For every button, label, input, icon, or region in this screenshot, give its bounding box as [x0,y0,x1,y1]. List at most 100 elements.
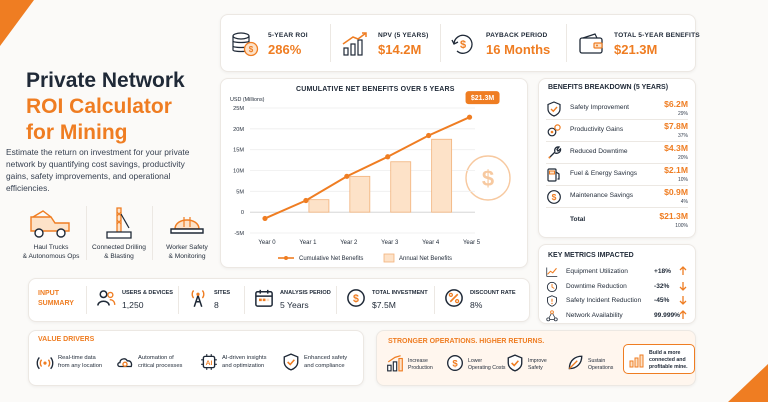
breakdown-value: $2.1M [664,165,688,175]
kpi-payback: $ PAYBACK PERIOD 16 Months [448,20,550,68]
annual-benefit-bar [431,138,453,213]
feature-sublabel: & Monitoring [168,253,206,260]
kpi-label: 5-YEAR ROI [268,31,308,39]
outcome-text: Increase Production [408,358,454,372]
svg-text:$: $ [452,358,458,369]
clock-icon [546,281,558,293]
cumulative-benefit-point [303,197,309,204]
breakdown-label: Productivity Gains [570,126,624,133]
breakdown-row: Safety Improvement $6.2M 29% [546,98,688,120]
profitable-mine-text: Build a more connected and profitable mi… [649,350,695,371]
kpi-label: TOTAL 5-YEAR BENEFITS [614,31,700,39]
breakdown-total-percent: 100% [675,223,688,229]
breakdown-percent: 20% [677,155,688,161]
metric-label: Equipment Utilization [566,268,628,275]
gear-cloud-icon [116,353,134,371]
metric-label: Network Availability [566,311,623,319]
cumulative-benefit-point [344,173,350,179]
fuel-pump-icon [546,167,562,183]
title-line-1: Private Network [26,69,185,92]
feature-connected-drilling: Connected Drilling & Blasting [84,205,154,261]
divider [244,286,245,314]
drilling-rig-icon [84,205,154,243]
benefits-breakdown-title: BENEFITS BREAKDOWN (5 YEARS) [548,84,669,91]
kpi-label: NPV (5 YEARS) [378,31,429,39]
annual-benefit-bar [349,175,371,213]
callout-line: profitable mine. [649,364,688,370]
divider [152,206,153,260]
key-metrics-title: KEY METRICS IMPACTED [548,252,634,259]
title-line-3: for Mining [26,121,128,144]
outcome-line: Lower [468,358,483,364]
trend-line-icon [546,266,558,278]
page-title: Private Network ROI Calculator for Minin… [26,68,216,146]
metric-row: Safety Incident Reduction -45% [546,294,688,308]
page-description: Estimate the return on investment for yo… [6,147,190,193]
breakdown-label: Fuel & Energy Savings [570,170,638,177]
callout-value: $21.3M [471,95,495,102]
input-label: ANALYSIS PERIOD [280,290,331,296]
breakdown-row: Reduced Downtime $4.3M 20% [546,142,688,164]
breakdown-total-label: Total [570,216,586,223]
benefits-breakdown-card [538,78,696,238]
annual-benefit-bar [390,161,412,213]
metric-value: -32% [654,282,670,290]
divider [546,163,688,164]
breakdown-label: Reduced Downtime [570,148,628,155]
y-tick-label: 5M [236,189,244,195]
input-value: 1,250 [122,300,144,310]
network-icon [546,309,558,322]
y-axis-label: USD (Millions) [230,97,265,103]
feature-sublabel: & Blasting [104,253,134,260]
feature-worker-safety: Worker Safety & Monitoring [152,205,222,261]
value-driver-line: and compliance [304,363,345,369]
signal-icon [36,353,54,371]
input-summary-title-line: INPUT [38,290,59,297]
value-drivers-title: VALUE DRIVERS [38,336,95,343]
kpi-value: 16 Months [486,41,551,57]
metric-row: Downtime Reduction -32% [546,280,688,294]
metric-value: 99.999% [654,311,681,319]
dollar-watermark-icon: $ [482,166,494,191]
callout-line: Build a more [649,350,681,356]
breakdown-total-row: Total $21.3M 100% [546,210,688,232]
metric-value: +18% [654,268,672,275]
divider [178,286,179,314]
shield-check-icon [506,354,524,372]
divider [86,286,87,314]
input-value: $7.5M [372,300,396,310]
value-driver-line: Enhanced safety [304,355,348,361]
legend-bar-swatch [383,253,395,263]
input-summary-title: INPUT SUMMARY [38,289,74,309]
cumulative-benefit-point [385,154,391,160]
coins-icon: $ [230,29,260,59]
divider [546,141,688,142]
input-value: 5 Years [280,300,309,310]
input-label: USERS & DEVICES [122,290,173,296]
kpi-card [220,14,696,72]
outcome-text: Lower Operating Costs [468,358,514,372]
arrow-down-icon [678,281,688,293]
alert-shield-icon [546,295,558,307]
breakdown-value: $0.9M [664,187,688,197]
legend-line-swatch [284,256,288,260]
divider [546,119,688,120]
kpi-roi: $ 5-YEAR ROI 286% [230,20,308,68]
feature-label: Connected Drilling [92,244,146,251]
wallet-icon [576,29,606,59]
divider [566,24,567,62]
outcome-line: Improve [528,358,547,364]
arrow-up-icon [678,266,688,278]
divider [434,286,435,314]
breakdown-value: $6.2M [664,99,688,109]
breakdown-row: $ Maintenance Savings $0.9M 4% [546,186,688,208]
outcome-text: Improve Safety [528,358,574,372]
corner-accent-bottom-right [728,364,768,402]
shield-check-icon [282,353,300,371]
arrow-up-icon [678,309,688,322]
y-tick-label: 0 [241,210,244,216]
callout-line: connected and [649,357,686,363]
breakdown-total-value: $21.3M [659,211,688,221]
cumulative-benefits-chart: $ USD (Millions) 25M 20M 15M 10M 5M 0 -5M Year 0 Y… [230,91,511,263]
value-driver-text: Enhanced safety and compliance [304,354,384,370]
